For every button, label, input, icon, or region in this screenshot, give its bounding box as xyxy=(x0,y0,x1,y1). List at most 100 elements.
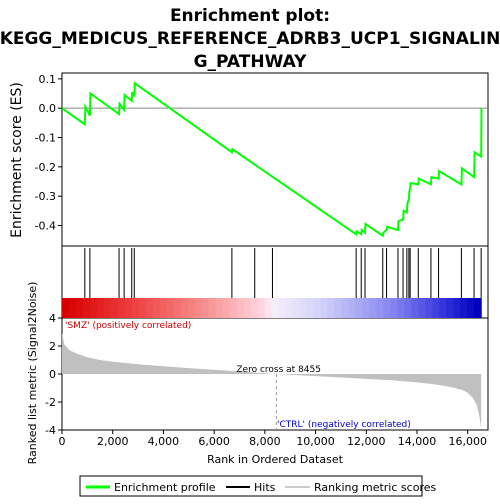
legend-profile-label: Enrichment profile xyxy=(114,481,216,494)
color-band-segment xyxy=(117,298,126,318)
legend-frame xyxy=(79,475,423,497)
color-band-segment xyxy=(348,298,357,318)
color-band-segment xyxy=(474,298,482,318)
color-band-segment xyxy=(327,298,336,318)
color-band-segment xyxy=(278,298,287,318)
color-band-segment xyxy=(390,298,398,318)
color-band-segment xyxy=(313,298,322,318)
color-band-segment xyxy=(96,298,105,318)
x-axis-label: Rank in Ordered Dataset xyxy=(207,453,344,466)
color-band-segment xyxy=(334,298,343,318)
metric-y-axis-label: Ranked list metric (Signal2Noise) xyxy=(26,282,39,465)
metric-y-tick-label: 2 xyxy=(49,340,56,353)
es-y-axis-label: Enrichment score (ES) xyxy=(9,82,25,238)
color-band-segment xyxy=(82,298,91,318)
x-tick-label: 16,000 xyxy=(448,435,487,448)
es-panel-frame xyxy=(61,72,489,247)
title-line-3: G_PATHWAY xyxy=(194,52,308,72)
metric-y-tick-label: 4 xyxy=(49,312,56,325)
color-band-segment xyxy=(397,298,405,318)
es-y-tick-label: 0.0 xyxy=(39,102,57,115)
color-band-segment xyxy=(215,298,224,318)
legend-metric-label: Ranking metric scores xyxy=(314,481,436,494)
enrichment-profile-line xyxy=(61,81,483,238)
color-band-segment xyxy=(201,298,210,318)
color-band-segment xyxy=(257,298,266,318)
legend: Enrichment profile Hits Ranking metric s… xyxy=(79,475,436,497)
metric-y-axis: -4 -2 0 2 4 xyxy=(45,312,62,437)
color-band-segment xyxy=(411,298,419,318)
color-band-segment xyxy=(110,298,119,318)
enrichment-profile-polyline xyxy=(61,81,483,238)
es-y-tick-label: -0.2 xyxy=(35,161,56,174)
color-band-segment xyxy=(292,298,301,318)
color-band-segment xyxy=(194,298,203,318)
es-y-axis: -0.4 -0.3 -0.2 -0.1 0.0 0.1 xyxy=(35,73,62,232)
color-band-segment xyxy=(467,298,475,318)
color-band-segment xyxy=(264,298,273,318)
color-band-segment xyxy=(250,298,259,318)
color-band-segment xyxy=(271,298,280,318)
es-y-tick-label: 0.1 xyxy=(39,73,57,86)
metric-y-tick-label: -2 xyxy=(45,396,56,409)
zero-cross-label: Zero cross at 8455 xyxy=(236,365,321,375)
x-tick-label: 8,000 xyxy=(249,435,281,448)
negative-correlation-label: 'CTRL' (negatively correlated) xyxy=(277,420,411,430)
color-band-segment xyxy=(425,298,433,318)
es-y-tick-label: -0.4 xyxy=(35,219,56,232)
color-band-segment xyxy=(355,298,363,318)
metric-y-tick-label: 0 xyxy=(49,368,56,381)
color-band-segment xyxy=(75,298,84,318)
color-band-segment xyxy=(341,298,350,318)
x-tick-label: 0 xyxy=(59,435,66,448)
color-band-segment xyxy=(145,298,154,318)
x-tick-label: 4,000 xyxy=(148,435,180,448)
color-band-segment xyxy=(159,298,168,318)
x-tick-label: 10,000 xyxy=(296,435,335,448)
es-y-tick-label: -0.3 xyxy=(35,190,56,203)
color-band-segment xyxy=(152,298,161,318)
color-band-segment xyxy=(62,298,70,318)
color-band-segment xyxy=(173,298,182,318)
color-band-segment xyxy=(243,298,252,318)
color-band-segment xyxy=(439,298,447,318)
title: Enrichment plot: KEGG_MEDICUS_REFERENCE_… xyxy=(0,6,500,72)
color-band-segment xyxy=(103,298,112,318)
x-tick-label: 2,000 xyxy=(97,435,129,448)
color-band-segment xyxy=(208,298,217,318)
color-band-segment xyxy=(432,298,440,318)
color-band-segment xyxy=(166,298,175,318)
color-band-segment xyxy=(369,298,377,318)
legend-hits-label: Hits xyxy=(254,481,276,494)
color-band-segment xyxy=(418,298,426,318)
color-band-segment xyxy=(236,298,245,318)
color-band-segment xyxy=(229,298,238,318)
color-band-segment xyxy=(404,298,412,318)
color-band-segment xyxy=(306,298,315,318)
title-line-1: Enrichment plot: xyxy=(170,6,330,26)
hit-markers xyxy=(84,248,482,298)
color-band-segment xyxy=(68,298,77,318)
title-line-2: KEGG_MEDICUS_REFERENCE_ADRB3_UCP1_SIGNAL… xyxy=(0,29,500,49)
color-band-segment xyxy=(187,298,196,318)
color-band-segment xyxy=(285,298,294,318)
color-band-segment xyxy=(383,298,391,318)
rank-x-axis: 0 2,000 4,000 6,000 8,000 10,000 12,000 14,000 1… xyxy=(59,430,487,448)
x-tick-label: 6,000 xyxy=(198,435,230,448)
metric-y-tick-label: -4 xyxy=(45,424,56,437)
color-band-segment xyxy=(362,298,370,318)
color-band-segment xyxy=(180,298,189,318)
color-band-segment xyxy=(222,298,231,318)
es-y-tick-label: -0.1 xyxy=(35,132,56,145)
color-band-segment xyxy=(89,298,98,318)
color-band-segment xyxy=(320,298,329,318)
x-tick-label: 14,000 xyxy=(398,435,437,448)
color-band-segment xyxy=(376,298,384,318)
color-band-segment xyxy=(131,298,140,318)
color-band-segment xyxy=(138,298,147,318)
positive-correlation-label: 'SMZ' (positively correlated) xyxy=(65,321,191,331)
color-band-segment xyxy=(124,298,133,318)
x-tick-label: 12,000 xyxy=(347,435,386,448)
color-band-segment xyxy=(453,298,461,318)
